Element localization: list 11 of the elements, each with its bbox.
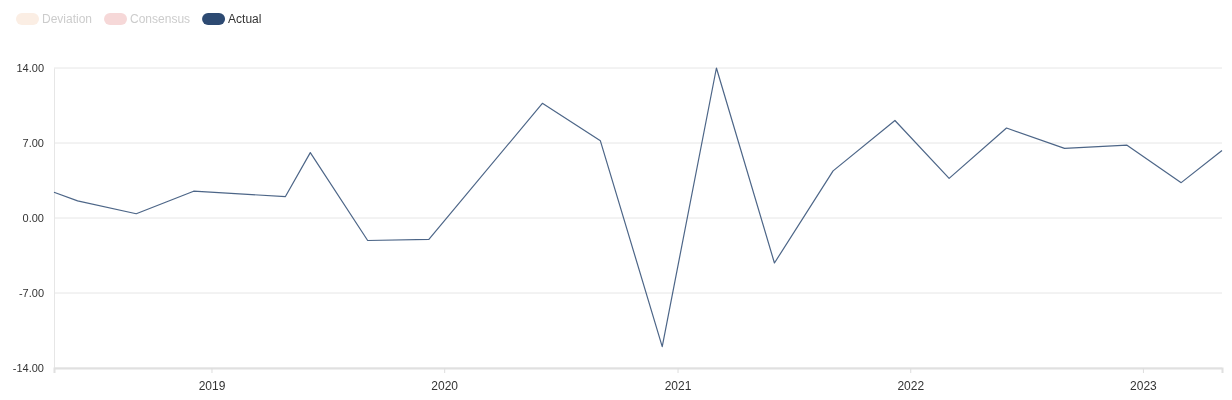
y-tick-label: -14.00 bbox=[12, 362, 44, 375]
y-tick-label: 7.00 bbox=[22, 137, 44, 150]
y-tick-label: -7.00 bbox=[18, 287, 44, 300]
x-tick-label: 2019 bbox=[198, 378, 226, 393]
x-tick-label: 2020 bbox=[431, 378, 459, 393]
x-tick-label: 2022 bbox=[897, 378, 925, 393]
y-tick-label: 0.00 bbox=[22, 212, 44, 225]
legend-label: Actual bbox=[228, 12, 262, 26]
x-tick-label: 2023 bbox=[1130, 378, 1158, 393]
y-tick-label: 14.00 bbox=[16, 62, 44, 75]
x-tick-label: 2021 bbox=[664, 378, 692, 393]
